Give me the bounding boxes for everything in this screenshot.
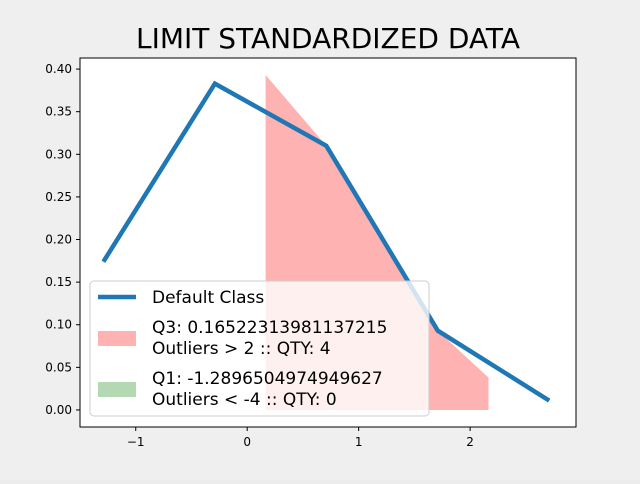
legend-swatch-q3	[98, 331, 136, 346]
legend-label-q3-line2: Outliers > 2 :: QTY: 4	[152, 339, 331, 359]
y-tick-label: 0.25	[45, 190, 72, 204]
x-tick-label: −1	[127, 435, 145, 449]
legend-swatch-q1	[98, 382, 136, 397]
y-tick-label: 0.15	[45, 275, 72, 289]
legend-label-default-class: Default Class	[152, 288, 264, 308]
x-tick-label: 2	[466, 435, 474, 449]
x-tick-label: 1	[355, 435, 363, 449]
legend: Default Class Q3: 0.16522313981137215 Ou…	[89, 280, 430, 417]
lines-layer	[101, 80, 551, 403]
x-axis-ticks: −1 0 1 2	[127, 427, 474, 449]
y-tick-label: 0.10	[45, 318, 72, 332]
chart-title: LIMIT STANDARDIZED DATA	[136, 22, 520, 55]
legend-box	[89, 280, 430, 417]
y-tick-label: 0.30	[45, 147, 72, 161]
y-tick-label: 0.00	[45, 403, 72, 417]
y-tick-label: 0.35	[45, 105, 72, 119]
y-axis-ticks: 0.00 0.05 0.10 0.15 0.20 0.25 0.30 0.35 0.40	[45, 62, 80, 417]
y-tick-label: 0.20	[45, 233, 72, 247]
plot-frame	[79, 57, 577, 428]
y-tick-label: 0.05	[45, 360, 72, 374]
legend-label-q1-line2: Outliers < -4 :: QTY: 0	[152, 390, 337, 410]
legend-label-q3-line1: Q3: 0.16522313981137215	[152, 318, 387, 338]
y-tick-label: 0.40	[45, 62, 72, 76]
x-tick-label: 0	[243, 435, 251, 449]
legend-label-q1-line1: Q1: -1.2896504974949627	[152, 369, 383, 389]
series-line-0	[101, 80, 551, 403]
